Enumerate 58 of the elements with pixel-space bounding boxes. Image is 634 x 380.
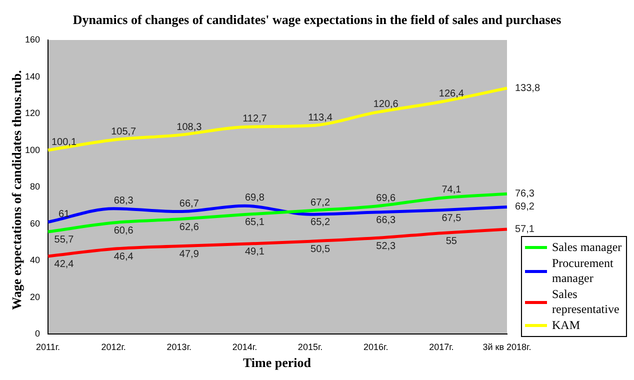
y-tick-label: 80 — [30, 182, 40, 192]
data-label: 69,8 — [244, 192, 265, 204]
data-label: 49,1 — [244, 246, 265, 258]
data-label: 112,7 — [242, 114, 268, 125]
data-label: 60,6 — [114, 226, 134, 237]
data-label: 55,7 — [54, 234, 74, 246]
data-label: 76,3 — [515, 188, 535, 200]
data-label: 100,1 — [52, 136, 77, 148]
y-tick-label: 60 — [30, 218, 40, 228]
data-label: 62,6 — [179, 222, 200, 233]
data-label: 47,9 — [179, 248, 200, 260]
legend-label: Sales representative — [552, 287, 620, 317]
legend-label: Procurement manager — [552, 256, 614, 286]
data-label: 68,3 — [114, 195, 134, 206]
data-label: 74,1 — [442, 184, 462, 196]
data-label: 52,3 — [376, 240, 396, 252]
y-tick-label: 20 — [30, 292, 40, 302]
x-axis-title: Time period — [242, 355, 312, 371]
data-label: 69,2 — [515, 202, 535, 213]
y-tick-label: 40 — [30, 255, 40, 266]
y-tick-label: 120 — [24, 108, 40, 118]
data-label: 67,5 — [442, 212, 462, 224]
data-label: 55 — [446, 236, 458, 247]
data-label: 67,2 — [310, 197, 330, 208]
data-label: 50,5 — [310, 244, 330, 256]
y-axis-title: Wage expectations of candidates thous.rub. — [9, 70, 25, 310]
x-tick-label: 2016г. — [364, 342, 388, 352]
x-tick-label: 2012г. — [101, 342, 126, 352]
data-label: 61 — [58, 208, 70, 220]
data-label: 105,7 — [111, 126, 137, 138]
x-tick-label: 2013г. — [166, 342, 192, 352]
data-label: 133,8 — [515, 82, 540, 94]
legend-label: KAM — [552, 318, 580, 333]
line-series — [46, 192, 508, 234]
x-tick-label: 2011г. — [36, 342, 60, 352]
data-label: 108,3 — [176, 122, 202, 133]
x-tick-label: 3й кв 2018г. — [482, 342, 532, 352]
x-tick-label: 2015г. — [298, 342, 323, 352]
y-tick-label: 140 — [24, 71, 40, 82]
data-label: 46,4 — [114, 252, 134, 263]
data-label: 120,6 — [373, 99, 399, 110]
data-label: 65,1 — [244, 217, 265, 228]
legend-label: Sales manager — [552, 240, 622, 255]
x-tick-label: 2017г. — [429, 342, 454, 352]
data-label: 66,3 — [376, 215, 396, 226]
y-tick-label: 100 — [24, 144, 40, 155]
chart-title: Dynamics of changes of candidates' wage expectations in the field of sales and purchases — [72, 12, 562, 28]
line-series — [46, 86, 508, 152]
data-label: 65,2 — [310, 217, 330, 228]
y-tick-label: 0 — [35, 328, 40, 339]
data-label: 66,7 — [179, 198, 200, 210]
data-label: 57,1 — [515, 224, 535, 235]
x-tick-label: 2014г. — [232, 342, 258, 352]
y-tick-label: 160 — [24, 34, 40, 44]
data-label: 126,4 — [438, 88, 464, 100]
data-label: 69,6 — [376, 192, 396, 204]
data-label: 42,4 — [54, 258, 74, 270]
data-label: 113,4 — [308, 112, 333, 124]
